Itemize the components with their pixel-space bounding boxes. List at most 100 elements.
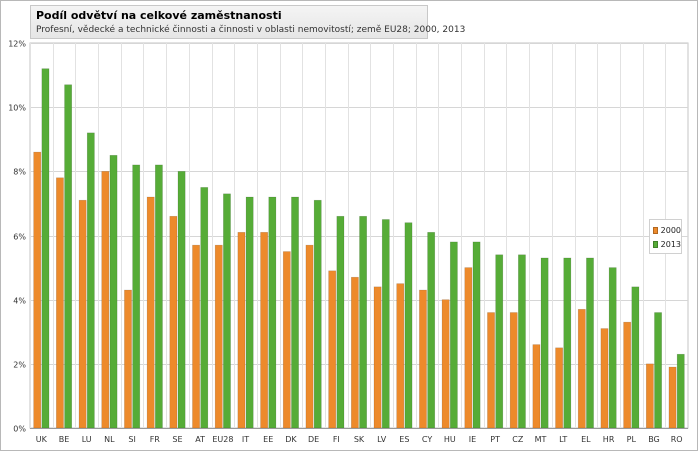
bar-2013-DE (313, 199, 322, 429)
bar-2013-UK (41, 68, 50, 429)
x-tick-label: IT (242, 435, 249, 444)
bar-2013-CZ (518, 254, 526, 429)
bar-2000-DK (282, 251, 291, 429)
bar-2013-HU (449, 241, 458, 429)
x-tick-label: CY (422, 435, 432, 444)
x-tick-label: FR (150, 435, 161, 444)
x-tick-label: DE (308, 435, 319, 444)
bar-2000-IE (464, 267, 473, 429)
bar-2013-SE (177, 171, 186, 429)
x-tick-label: NL (104, 435, 115, 444)
x-tick-label: HU (444, 435, 456, 444)
bar-2000-DE (305, 244, 314, 429)
bar-2013-SK (359, 215, 367, 429)
x-tick-label: SE (172, 435, 182, 444)
bar-2000-SK (350, 276, 359, 429)
y-tick-label: 2% (13, 361, 26, 370)
bar-2013-AT (200, 187, 209, 429)
bar-2000-EL (577, 308, 586, 429)
x-tick-label: DK (285, 435, 297, 444)
bar-2000-PT (487, 312, 495, 429)
x-tick-label: BG (648, 435, 660, 444)
bar-2013-PL (631, 286, 640, 429)
x-tick-label: LV (377, 435, 387, 444)
x-tick-label: EL (581, 435, 591, 444)
bar-2000-LT (555, 347, 564, 429)
chart-title: Podíl odvětví na celkové zaměstnanosti (36, 9, 282, 22)
bar-2013-EU28 (223, 193, 231, 429)
chart-legend: 2000 2013 (649, 219, 682, 254)
y-tick-label: 0% (13, 425, 26, 434)
x-tick-label: LU (82, 435, 92, 444)
bar-2000-MT (532, 344, 541, 429)
x-tick-label: SK (354, 435, 365, 444)
x-tick-label: CZ (512, 435, 524, 444)
bar-2013-FR (154, 164, 163, 429)
y-tick-label: 10% (8, 104, 26, 113)
x-tick-label: ES (399, 435, 409, 444)
bar-2000-HU (441, 299, 450, 429)
bar-2013-IT (245, 196, 254, 429)
bar-2013-ES (404, 222, 413, 429)
bar-2000-PL (623, 321, 632, 429)
y-tick-label: 12% (8, 40, 26, 49)
bar-2000-CY (419, 289, 427, 429)
bar-2013-FI (336, 215, 345, 429)
chart-subtitle: Profesní, vědecké a technické činnosti a… (36, 25, 466, 35)
bar-2000-UK (33, 151, 42, 429)
legend-label-2000: 2000 (660, 225, 681, 235)
bar-2000-BE (56, 177, 64, 429)
bar-2013-PT (495, 254, 504, 429)
x-tick-label: PT (490, 435, 500, 444)
x-tick-label: AT (195, 435, 205, 444)
y-tick-label: 4% (13, 297, 26, 306)
axes: 0% 2% 4% 6% 8% 10% 12% UK BE LU NL SI FR SE AT EU28 IT EE… (8, 40, 688, 444)
bar-2000-AT (192, 244, 200, 429)
chart-title-box: Podíl odvětví na celkové zaměstnanosti P… (30, 5, 466, 39)
legend-item-2013: 2013 (653, 237, 681, 251)
bar-2000-RO (668, 366, 677, 429)
bar-2013-EL (586, 257, 594, 429)
x-tick-label: BE (59, 435, 70, 444)
legend-swatch-2000 (653, 226, 658, 234)
bar-2000-EE (260, 231, 269, 429)
bar-2000-EU28 (214, 244, 223, 429)
bar-2013-BG (654, 312, 662, 429)
bar-2013-IE (472, 241, 481, 429)
bar-2000-ES (396, 283, 405, 429)
bar-2013-BE (64, 84, 73, 429)
y-tick-label: 6% (13, 233, 26, 242)
x-tick-label: RO (671, 435, 683, 444)
x-tick-label: EU28 (212, 435, 233, 444)
bar-2013-RO (676, 353, 685, 429)
bar-2000-FR (146, 196, 155, 429)
bar-2013-LU (86, 132, 95, 429)
bar-2000-IT (237, 231, 246, 429)
x-tick-label: UK (36, 435, 48, 444)
bar-2013-LT (563, 257, 572, 429)
bar-2013-CY (427, 231, 436, 429)
bar-2013-HR (608, 267, 617, 429)
bar-2000-LU (78, 199, 87, 429)
x-tick-label: IE (469, 435, 476, 444)
bar-2013-NL (109, 154, 118, 429)
legend-item-2000: 2000 (653, 223, 681, 237)
x-tick-label: MT (535, 435, 547, 444)
bar-2000-LV (373, 286, 382, 429)
bar-2000-HR (600, 328, 609, 429)
bar-2013-SI (132, 164, 141, 429)
x-tick-label: LT (559, 435, 567, 444)
bar-2000-CZ (509, 312, 518, 429)
bar-2000-FI (328, 270, 337, 429)
bar-2000-SI (124, 289, 132, 429)
bar-2000-BG (645, 363, 654, 429)
bar-2000-SE (169, 215, 178, 429)
bar-2013-MT (540, 257, 549, 429)
bar-2013-DK (291, 196, 299, 429)
x-tick-label: HR (603, 435, 615, 444)
x-tick-label: FI (333, 435, 340, 444)
y-tick-label: 8% (13, 168, 26, 177)
bar-2013-EE (268, 196, 277, 429)
